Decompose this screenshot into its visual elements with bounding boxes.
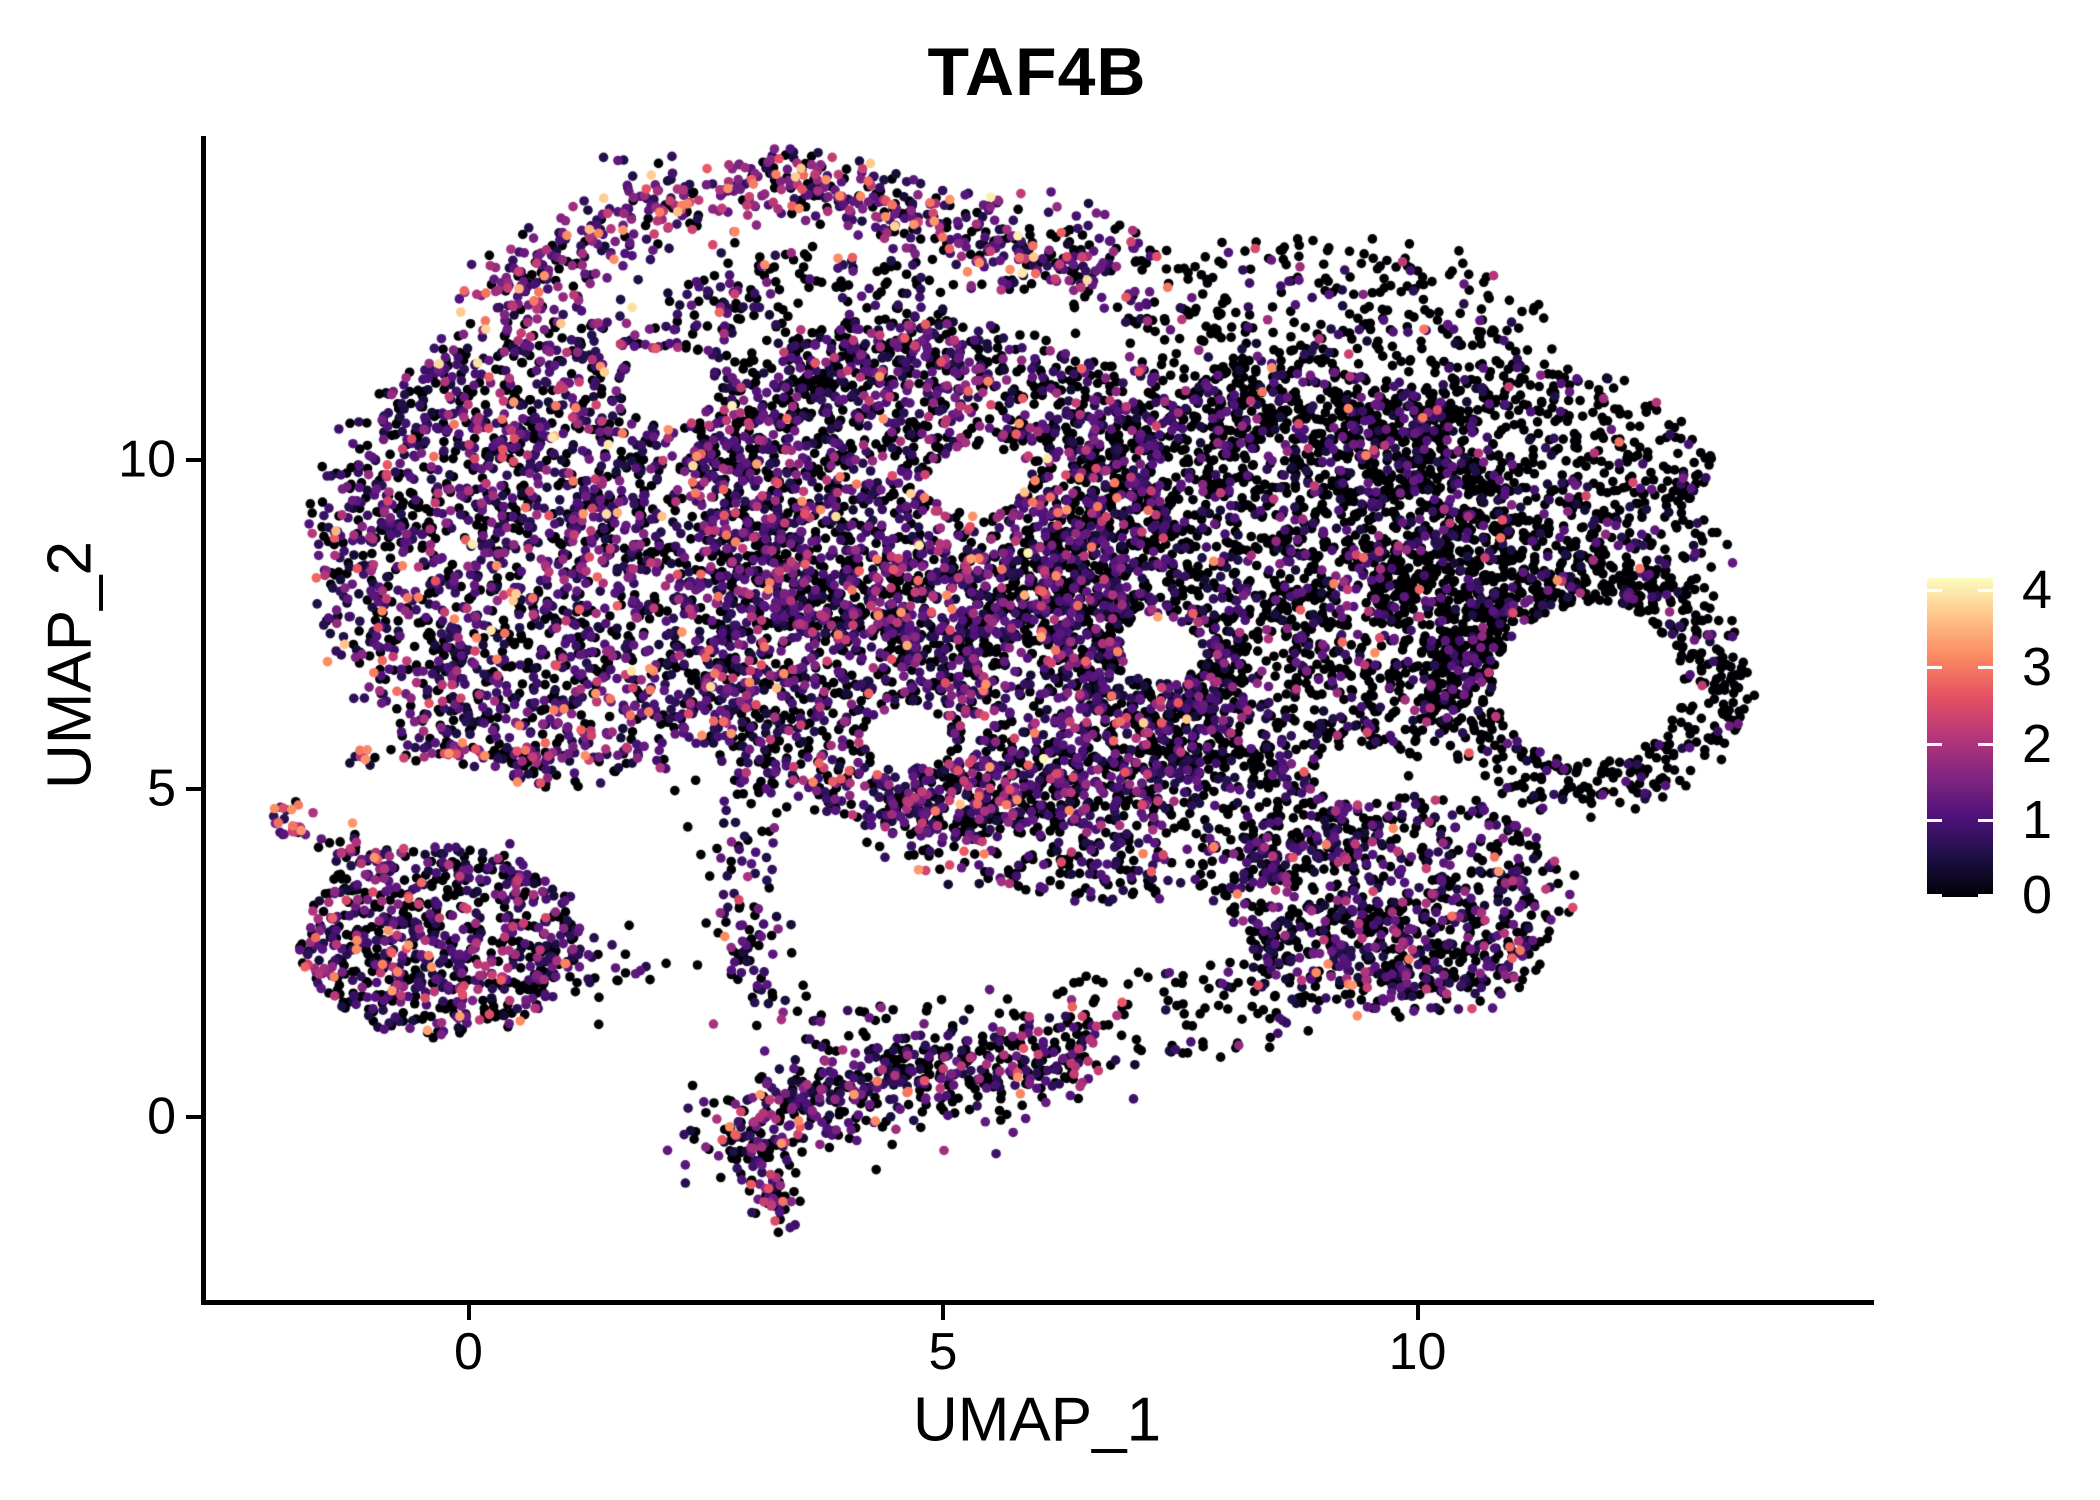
colorbar-tick-mark	[1978, 589, 1993, 593]
colorbar-tick-label: 0	[2022, 865, 2053, 925]
x-tick-mark	[466, 1305, 471, 1320]
colorbar-tick-mark	[1927, 742, 1942, 746]
x-tick-label: 5	[928, 1323, 958, 1381]
colorbar-tick-label: 1	[2022, 790, 2053, 851]
x-axis-title: UMAP_1	[912, 1385, 1162, 1455]
y-tick-label: 0	[147, 1087, 176, 1146]
plot-title: TAF4B	[927, 34, 1147, 110]
x-tick-label: 0	[454, 1323, 483, 1381]
colorbar-tick-mark	[1978, 665, 1993, 669]
colorbar-tick-mark	[1978, 742, 1993, 746]
x-tick-label: 10	[1388, 1323, 1447, 1381]
colorbar-tick-label: 3	[2022, 636, 2053, 697]
colorbar-tick-mark	[1927, 894, 1942, 897]
y-tick-mark	[186, 1115, 201, 1119]
y-axis-title: UMAP_2	[35, 540, 105, 790]
x-tick-mark	[941, 1305, 945, 1320]
colorbar-gradient	[1927, 578, 1993, 897]
x-axis-line	[201, 1300, 1874, 1305]
colorbar-tick-label: 4	[2022, 560, 2053, 621]
colorbar-tick-mark	[1927, 819, 1942, 823]
y-tick-label: 5	[147, 758, 176, 817]
colorbar-tick-mark	[1978, 819, 1993, 823]
colorbar-tick-label: 2	[2022, 713, 2053, 774]
y-axis-line	[201, 136, 206, 1305]
colorbar-tick-mark	[1927, 665, 1942, 669]
y-tick-mark	[186, 786, 201, 791]
y-tick-label: 10	[118, 430, 176, 489]
colorbar-tick-mark	[1927, 589, 1942, 593]
colorbar-tick-mark	[1978, 894, 1993, 897]
x-tick-mark	[1415, 1305, 1420, 1320]
y-tick-mark	[186, 458, 201, 462]
